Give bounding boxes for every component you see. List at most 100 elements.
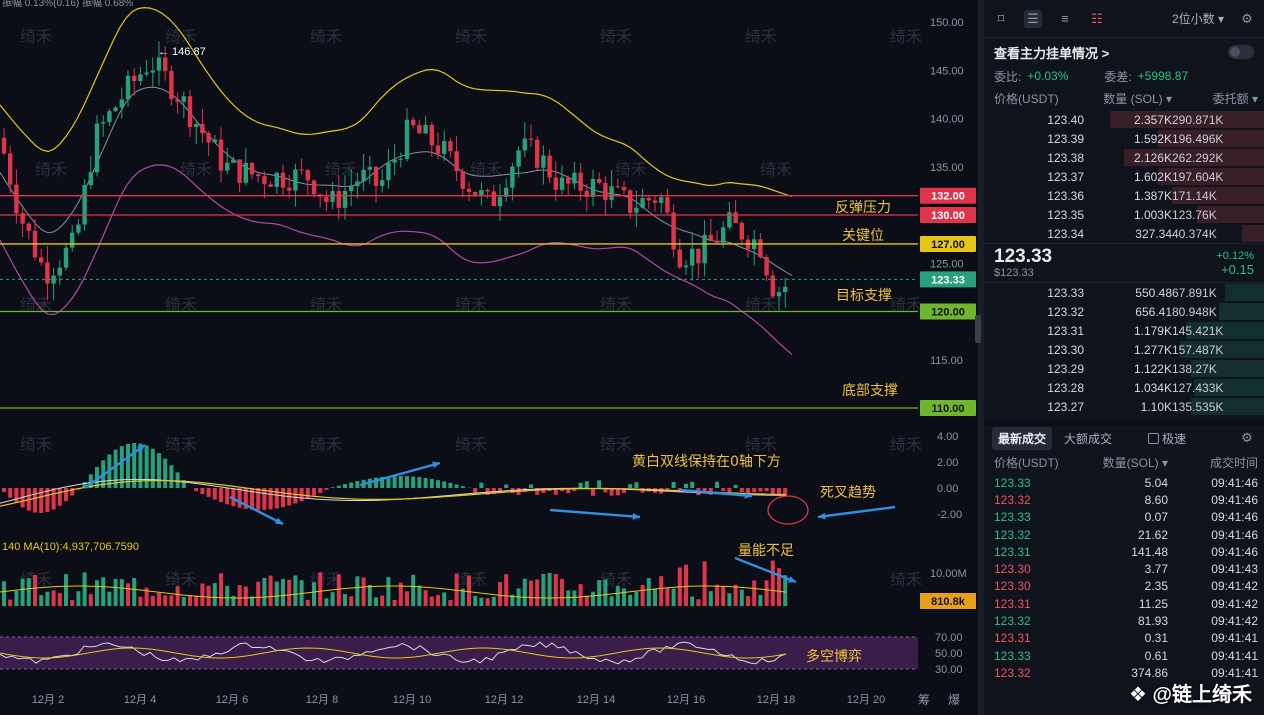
candle-body — [200, 123, 205, 134]
price-level-tag — [920, 187, 976, 204]
bid-row[interactable]: 123.29 1.122K 138.27K — [984, 359, 1264, 378]
bid-row[interactable]: 123.30 1.277K 157.487K — [984, 340, 1264, 359]
main-orders-link[interactable]: 查看主力挂单情况 > — [984, 38, 1264, 66]
price-level-tag — [920, 400, 976, 416]
macd-histogram-bar — [690, 481, 695, 488]
depth-bar — [1185, 322, 1264, 339]
rsi-axis-label: 70.00 — [935, 632, 963, 644]
macd-histogram-bar — [88, 474, 93, 488]
watermark: 绮禾 — [600, 435, 632, 454]
volume-bar — [194, 595, 199, 606]
tab-latest-trades[interactable]: 最新成交 — [992, 426, 1053, 450]
volume-bar — [144, 587, 149, 606]
trade-qty: 21.62 — [1137, 527, 1168, 542]
bid-row[interactable]: 123.33 550.48 67.891K — [984, 283, 1264, 302]
settings-icon[interactable]: ⚙ — [1241, 430, 1253, 445]
price-level-tag — [920, 271, 976, 288]
volume-bar — [566, 590, 571, 606]
ask-row[interactable]: 123.39 1.592K 196.496K — [984, 129, 1264, 148]
macd-histogram-bar — [398, 476, 403, 488]
candlestick-chart[interactable]: 绮禾 绮禾 绮禾 绮禾 绮禾 绮禾 绮禾 绮禾 绮禾 绮禾 绮禾 绮禾 绮禾 绮禾 绮禾 绮禾 绮禾 绮禾 绮禾 绮禾… — [0, 0, 978, 715]
volume-bar — [281, 578, 285, 606]
row-total: 135.535K — [1172, 399, 1224, 414]
bid-row[interactable]: 123.31 1.179K 145.421K — [984, 321, 1264, 340]
volume-bar — [696, 599, 701, 606]
macd-histogram-bar — [163, 458, 168, 488]
rsi-axis-label: 50.00 — [935, 648, 963, 660]
volume-bar — [157, 592, 161, 606]
price-axis-label: 150.00 — [930, 17, 964, 29]
header-total[interactable]: 委托额 ▾ — [1212, 91, 1258, 106]
price-change-pct: +0.12% — [1216, 249, 1254, 262]
depth-bar — [1157, 168, 1264, 185]
macd-histogram-bar — [609, 488, 614, 496]
candle-body — [690, 248, 695, 266]
volume-bar — [256, 581, 261, 606]
trade-price: 123.33 — [994, 510, 1031, 525]
layout-asks-icon[interactable]: ☷ — [1091, 10, 1103, 26]
main-orders-toggle[interactable] — [1228, 45, 1254, 59]
macd-histogram-bar — [343, 484, 347, 488]
bid-row[interactable]: 123.28 1.034K 127.433K — [984, 378, 1264, 397]
candle-body — [231, 159, 236, 163]
row-price: 123.36 — [1047, 188, 1084, 203]
volume-bar — [783, 575, 788, 606]
settings-icon[interactable]: ⚙ — [1241, 10, 1253, 26]
bid-row[interactable]: 123.32 656.41 80.948K — [984, 302, 1264, 321]
bookmark-icon[interactable]: ⌑ — [997, 10, 1005, 26]
trend-arrow — [744, 491, 752, 499]
tab-large-trades[interactable]: 大额成交 — [1064, 431, 1113, 446]
candle-body — [535, 139, 540, 168]
header-qty[interactable]: 数量 (SOL) ▾ — [1103, 91, 1172, 106]
ask-row[interactable]: 123.37 1.602K 197.604K — [984, 167, 1264, 186]
resize-handle[interactable] — [975, 315, 981, 343]
macd-annotation: 黄白双线保持在0轴下方 — [632, 453, 781, 470]
bid-row[interactable]: 123.27 1.10K 135.535K — [984, 397, 1264, 416]
ask-row[interactable]: 123.38 2.126K 262.292K — [984, 148, 1264, 167]
panel-divider[interactable] — [978, 0, 984, 715]
fast-mode-checkbox[interactable]: 极速 — [1148, 430, 1186, 447]
candle-body — [640, 197, 645, 208]
layout-both-icon[interactable]: ☰ — [1024, 9, 1042, 28]
row-total: 196.496K — [1172, 131, 1224, 146]
ask-row[interactable]: 123.35 1.003K 123.76K — [984, 205, 1264, 224]
macd-histogram-bar — [436, 480, 440, 488]
volume-bar — [398, 582, 403, 606]
macd-histogram-bar — [250, 488, 254, 510]
volume-bar — [39, 595, 44, 606]
trade-qty: 8.60 — [1144, 492, 1168, 507]
candle-body — [783, 286, 788, 293]
header-price: 价格(USDT) — [994, 91, 1059, 106]
candle-body — [386, 162, 391, 181]
macd-histogram-bar — [268, 488, 273, 510]
volume-bar — [541, 573, 546, 606]
time-axis-label: 12月 18 — [757, 694, 796, 706]
volume-bar — [423, 590, 428, 606]
ask-row[interactable]: 123.40 2.357K 290.871K — [984, 110, 1264, 129]
macd-histogram-bar — [39, 488, 44, 513]
precision-select[interactable]: 2位小数 ▾ — [1171, 12, 1224, 26]
trades-header-qty[interactable]: 数量(SOL) ▾ — [1102, 455, 1168, 470]
layout-bids-icon[interactable]: ≡ — [1061, 10, 1069, 26]
macd-histogram-bar — [566, 488, 571, 494]
volume-bar — [188, 595, 192, 606]
macd-histogram-bar — [454, 484, 459, 488]
candle-body — [597, 179, 602, 183]
candle-body — [603, 182, 608, 200]
time-axis-label: 12月 20 — [847, 694, 886, 706]
ask-row[interactable]: 123.36 1.387K 171.14K — [984, 186, 1264, 205]
candle-body — [119, 99, 124, 108]
macd-histogram-bar — [386, 476, 391, 488]
macd-histogram-bar — [256, 488, 261, 510]
watermark: 绮禾 — [745, 295, 777, 314]
candle-body — [628, 190, 633, 213]
trade-row: 123.30 3.77 09:41:43 — [984, 560, 1264, 577]
volume-bar — [448, 599, 453, 606]
candle-body — [485, 190, 490, 192]
candle-body — [194, 123, 199, 127]
trade-row: 123.32 81.93 09:41:42 — [984, 612, 1264, 629]
volume-bar — [522, 578, 527, 606]
macd-histogram-bar — [715, 481, 719, 488]
ask-row[interactable]: 123.34 327.34 40.374K — [984, 224, 1264, 243]
